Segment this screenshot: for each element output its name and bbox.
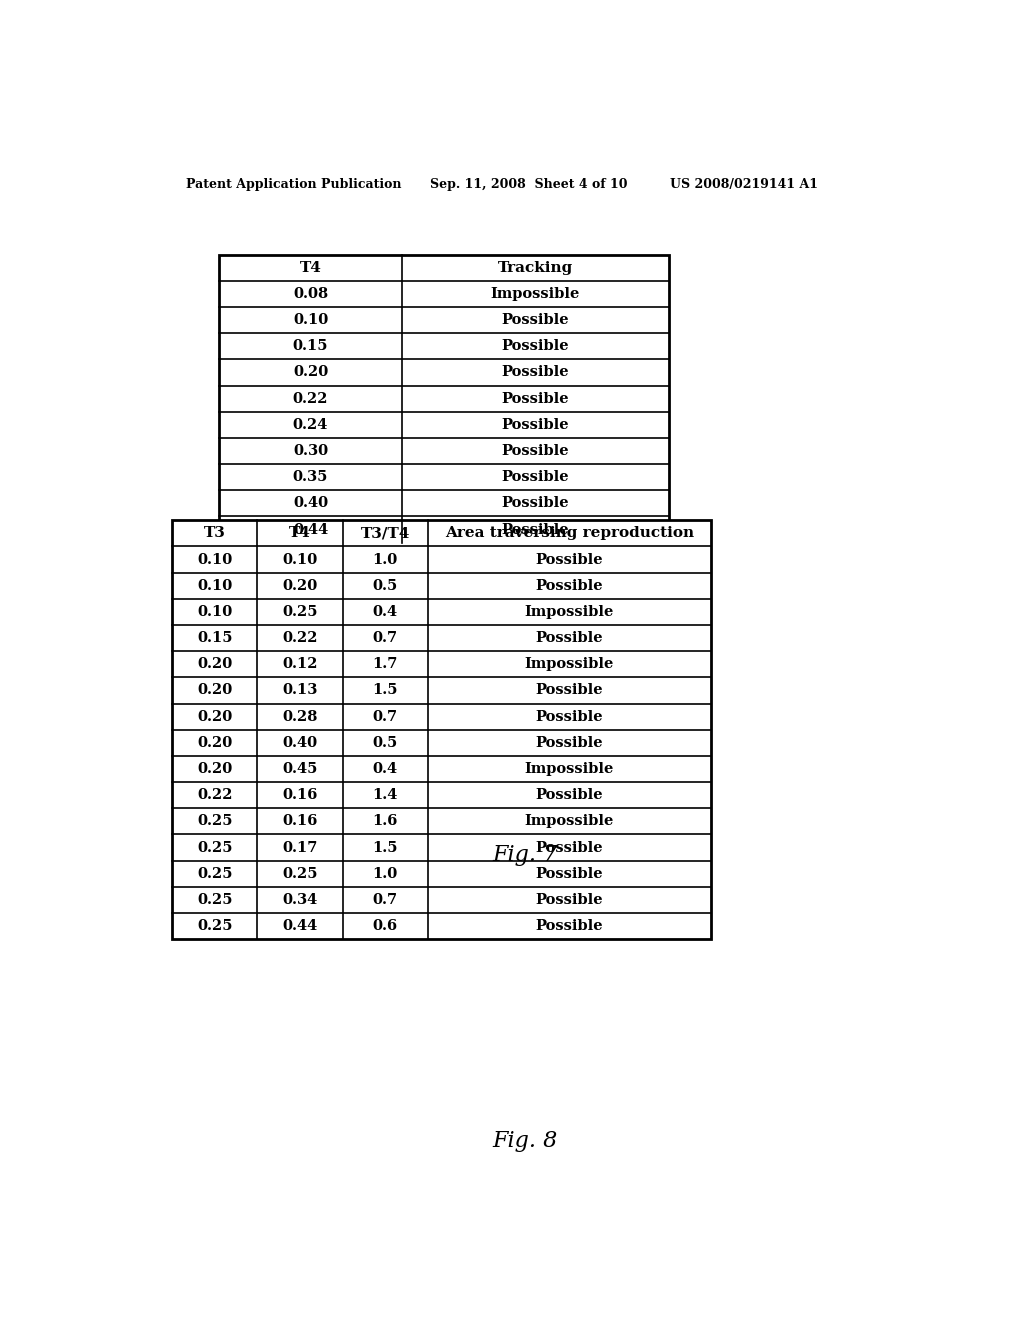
Text: Possible: Possible: [536, 841, 603, 854]
Text: Fig. 7: Fig. 7: [493, 843, 557, 866]
Text: Area traversing reproduction: Area traversing reproduction: [444, 527, 694, 540]
Text: 0.13: 0.13: [283, 684, 317, 697]
Text: Possible: Possible: [502, 339, 569, 354]
Text: Possible: Possible: [536, 631, 603, 645]
Text: 0.20: 0.20: [198, 684, 232, 697]
Text: T3/T4: T3/T4: [360, 527, 410, 540]
Text: 0.15: 0.15: [293, 339, 329, 354]
Text: Possible: Possible: [536, 788, 603, 803]
Text: 0.40: 0.40: [283, 735, 317, 750]
Text: 1.4: 1.4: [373, 788, 398, 803]
Text: Possible: Possible: [502, 470, 569, 484]
Text: Impossible: Impossible: [524, 657, 614, 672]
Text: Possible: Possible: [502, 418, 569, 432]
Text: 0.7: 0.7: [373, 631, 398, 645]
Text: Fig. 8: Fig. 8: [493, 1130, 557, 1152]
Text: 0.30: 0.30: [293, 444, 328, 458]
Text: T4: T4: [300, 261, 322, 275]
Text: T3: T3: [204, 527, 225, 540]
Text: 0.25: 0.25: [197, 919, 232, 933]
Text: Possible: Possible: [536, 578, 603, 593]
Text: 0.4: 0.4: [373, 605, 398, 619]
Bar: [219, 255, 669, 543]
Text: 1.7: 1.7: [373, 657, 398, 672]
Text: Possible: Possible: [502, 392, 569, 405]
Text: Possible: Possible: [536, 553, 603, 566]
Text: 0.22: 0.22: [197, 788, 232, 803]
Text: 0.10: 0.10: [198, 605, 232, 619]
Text: 0.7: 0.7: [373, 710, 398, 723]
Text: 1.6: 1.6: [373, 814, 398, 829]
Bar: [172, 520, 711, 940]
Text: 0.7: 0.7: [373, 892, 398, 907]
Text: 0.25: 0.25: [197, 841, 232, 854]
Text: 0.25: 0.25: [197, 814, 232, 829]
Text: 0.40: 0.40: [293, 496, 328, 511]
Text: 0.25: 0.25: [197, 867, 232, 880]
Text: Possible: Possible: [536, 735, 603, 750]
Text: 0.10: 0.10: [198, 553, 232, 566]
Text: 0.34: 0.34: [283, 892, 317, 907]
Text: 0.20: 0.20: [198, 735, 232, 750]
Text: 0.6: 0.6: [373, 919, 398, 933]
Text: Impossible: Impossible: [524, 814, 614, 829]
Text: 0.44: 0.44: [283, 919, 317, 933]
Text: Possible: Possible: [536, 710, 603, 723]
Text: Possible: Possible: [502, 313, 569, 327]
Text: Possible: Possible: [502, 523, 569, 536]
Text: Possible: Possible: [536, 867, 603, 880]
Text: Impossible: Impossible: [524, 762, 614, 776]
Text: 0.10: 0.10: [293, 313, 328, 327]
Text: 0.5: 0.5: [373, 735, 398, 750]
Text: 0.22: 0.22: [293, 392, 329, 405]
Text: 1.5: 1.5: [373, 841, 398, 854]
Text: 0.10: 0.10: [198, 578, 232, 593]
Text: Possible: Possible: [536, 684, 603, 697]
Text: US 2008/0219141 A1: US 2008/0219141 A1: [671, 178, 818, 190]
Text: 0.16: 0.16: [283, 814, 317, 829]
Text: 1.5: 1.5: [373, 684, 398, 697]
Text: Patent Application Publication: Patent Application Publication: [186, 178, 401, 190]
Text: 0.20: 0.20: [283, 578, 317, 593]
Text: 0.20: 0.20: [293, 366, 328, 379]
Text: T4: T4: [289, 527, 311, 540]
Text: Possible: Possible: [502, 444, 569, 458]
Text: 1.0: 1.0: [373, 553, 398, 566]
Text: 0.08: 0.08: [293, 286, 328, 301]
Text: 0.12: 0.12: [283, 657, 317, 672]
Text: Possible: Possible: [502, 366, 569, 379]
Text: 0.20: 0.20: [198, 657, 232, 672]
Text: Possible: Possible: [536, 892, 603, 907]
Text: 1.0: 1.0: [373, 867, 398, 880]
Text: 0.10: 0.10: [283, 553, 317, 566]
Text: 0.20: 0.20: [198, 762, 232, 776]
Text: 0.45: 0.45: [283, 762, 317, 776]
Text: Possible: Possible: [536, 919, 603, 933]
Text: 0.28: 0.28: [283, 710, 317, 723]
Text: 0.15: 0.15: [197, 631, 232, 645]
Text: 0.20: 0.20: [198, 710, 232, 723]
Text: 0.24: 0.24: [293, 418, 329, 432]
Text: Sep. 11, 2008  Sheet 4 of 10: Sep. 11, 2008 Sheet 4 of 10: [430, 178, 628, 190]
Text: 0.22: 0.22: [283, 631, 317, 645]
Text: Impossible: Impossible: [524, 605, 614, 619]
Text: 0.17: 0.17: [283, 841, 317, 854]
Text: 0.25: 0.25: [283, 605, 317, 619]
Text: 0.5: 0.5: [373, 578, 398, 593]
Text: 0.16: 0.16: [283, 788, 317, 803]
Text: 0.25: 0.25: [283, 867, 317, 880]
Text: 0.25: 0.25: [197, 892, 232, 907]
Text: 0.35: 0.35: [293, 470, 329, 484]
Text: 0.44: 0.44: [293, 523, 328, 536]
Text: 0.4: 0.4: [373, 762, 398, 776]
Text: Impossible: Impossible: [490, 286, 580, 301]
Text: Possible: Possible: [502, 496, 569, 511]
Text: Tracking: Tracking: [498, 261, 572, 275]
